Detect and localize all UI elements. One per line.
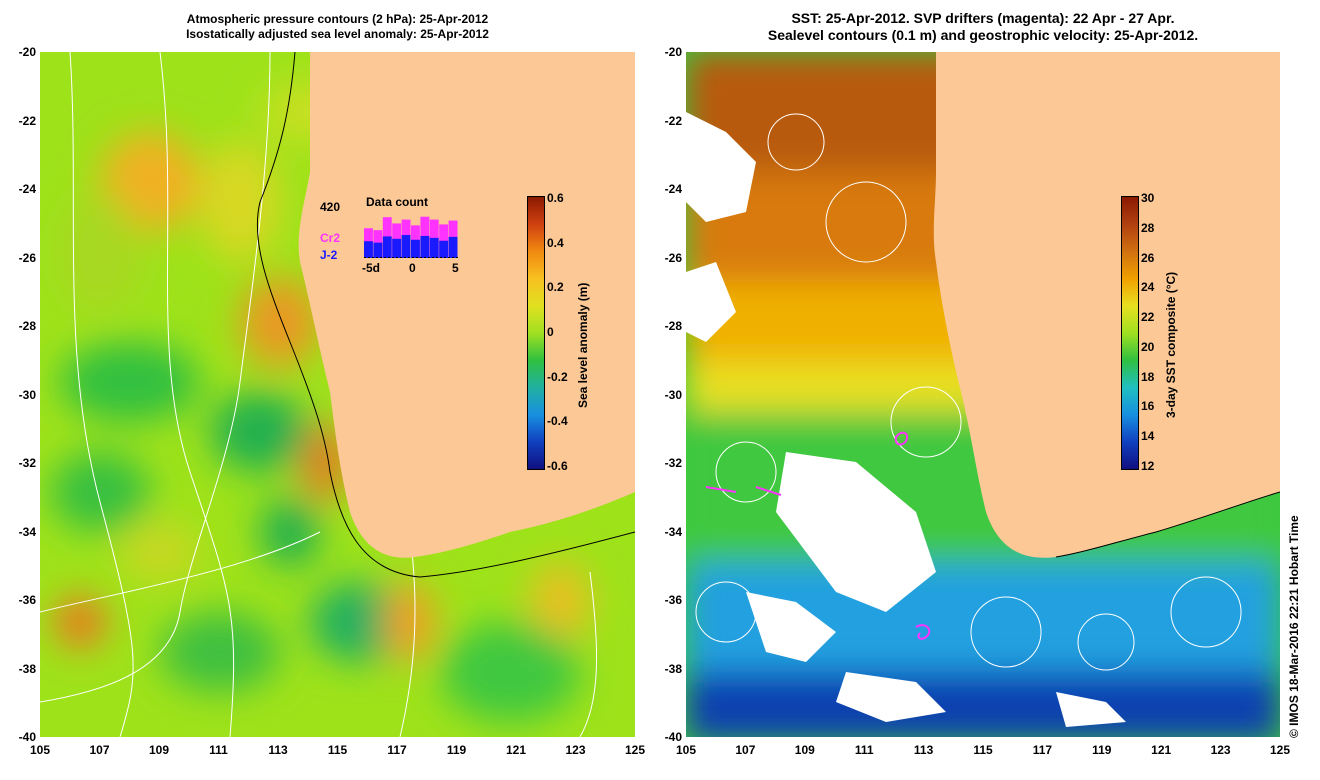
inset-bar-j2 [429, 237, 439, 258]
right-lon-label: 123 [1210, 743, 1231, 757]
inset-bar-j2 [420, 235, 430, 258]
left-lon-label: 115 [327, 743, 348, 757]
right-lon-label: 111 [854, 743, 874, 757]
inset-sat1-label: Cr2 [320, 231, 341, 245]
right-title-line2: Sealevel contours (0.1 m) and geostrophi… [767, 27, 1199, 43]
right-map-title: SST: 25-Apr-2012. SVP drifters (magenta)… [686, 10, 1280, 44]
colorbar-tick-label: 16 [1141, 399, 1155, 414]
inset-bar-chart [364, 216, 458, 258]
right-lat-label: -32 [664, 456, 682, 470]
right-lat-label: -30 [664, 387, 682, 402]
left-lon-label: 119 [446, 743, 467, 757]
colorbar-tick-label: 30 [1141, 191, 1155, 205]
sst-colorbar [1121, 196, 1139, 470]
colorbar-tick-label: 26 [1141, 250, 1155, 265]
left-lon-label: 121 [505, 743, 527, 757]
inset-bar-j2 [401, 234, 411, 258]
colorbar-tick-label: -0.2 [547, 369, 568, 384]
left-lat-label: -40 [18, 730, 36, 744]
left-lon-label: 107 [89, 743, 110, 757]
left-lon-label: 113 [268, 743, 288, 757]
inset-title: Data count [366, 195, 429, 209]
colorbar-tick-label: 24 [1141, 280, 1155, 295]
left-lat-label: -36 [18, 593, 36, 607]
left-lat-label: -22 [18, 113, 36, 128]
inset-bar-j2 [373, 242, 383, 258]
colorbar-tick-label: -0.4 [547, 414, 568, 429]
right-lat-label: -40 [664, 730, 682, 744]
inset-count: 420 [320, 200, 341, 214]
right-lon-label: 125 [1269, 743, 1291, 757]
colorbar-tick-label: 0.6 [547, 191, 564, 205]
right-lon-label: 109 [794, 743, 815, 757]
right-title-line1: SST: 25-Apr-2012. SVP drifters (magenta)… [791, 10, 1175, 26]
inset-bar-j2 [392, 238, 402, 258]
left-lon-label: 109 [148, 743, 170, 757]
colorbar-tick-label: 0 [547, 325, 554, 339]
right-lat-label: -24 [664, 182, 682, 196]
left-map-title: Atmospheric pressure contours (2 hPa): 2… [40, 12, 635, 42]
right-lon-label: 119 [1092, 743, 1112, 757]
right-lon-label: 113 [913, 743, 934, 757]
right-lat-label: -26 [664, 250, 682, 265]
colorbar-tick-label: 14 [1141, 429, 1155, 444]
left-lon-label: 125 [624, 743, 646, 757]
right-lon-label: 107 [735, 743, 756, 757]
right-lon-label: 117 [1032, 743, 1053, 757]
right-lon-label: 105 [675, 743, 697, 757]
colorbar-tick-label: 18 [1141, 369, 1155, 384]
left-title-line1: Atmospheric pressure contours (2 hPa): 2… [186, 12, 489, 26]
left-lat-label: -26 [18, 250, 36, 265]
right-lat-label: -34 [664, 524, 682, 539]
left-lat-label: -38 [18, 661, 36, 676]
inset-x-label: 5 [452, 261, 459, 275]
right-lat-label: -20 [664, 45, 682, 59]
colorbar-tick-label: 20 [1141, 339, 1155, 354]
left-lat-label: -30 [18, 387, 36, 402]
left-lon-label: 123 [565, 743, 586, 757]
sla-colorbar [527, 196, 545, 470]
colorbar-tick-label: -0.6 [547, 459, 568, 473]
right-lat-label: -36 [664, 593, 682, 607]
colorbar-tick-label: 12 [1141, 459, 1155, 473]
colorbar-tick-label: 28 [1141, 220, 1155, 235]
left-lat-label: -20 [18, 45, 36, 59]
sst-map [686, 52, 1280, 737]
right-lon-label: 115 [973, 743, 993, 757]
inset-bar-j2 [364, 241, 373, 258]
right-lon-label: 121 [1151, 743, 1172, 757]
inset-bar-j2 [448, 236, 458, 258]
sla-colorbar-title: Sea level anomaly (m) [576, 282, 590, 408]
inset-bar-j2 [411, 239, 420, 258]
inset-x-label: -5d [362, 261, 380, 275]
sea-level-anomaly-map [40, 52, 635, 737]
right-lat-label: -28 [664, 319, 682, 333]
colorbar-tick-label: 0.2 [547, 280, 564, 295]
right-lat-label: -22 [664, 113, 682, 128]
inset-sat2-label: J-2 [320, 248, 338, 262]
left-title-line2: Isostatically adjusted sea level anomaly… [186, 27, 489, 41]
left-lon-label: 117 [387, 743, 407, 757]
inset-x-label: 0 [409, 261, 416, 275]
credit-text: © IMOS 18-Mar-2016 22:21 Hobart Time [1287, 515, 1301, 738]
left-lat-label: -32 [18, 456, 36, 470]
left-lat-label: -28 [18, 319, 36, 333]
inset-bar-j2 [439, 240, 449, 258]
right-lat-label: -38 [664, 661, 682, 676]
left-lon-label: 111 [209, 743, 228, 757]
left-lat-label: -34 [18, 524, 36, 539]
colorbar-tick-label: 0.4 [547, 235, 564, 250]
left-lat-label: -24 [18, 182, 36, 196]
inset-bar-j2 [382, 236, 392, 258]
left-lon-label: 105 [29, 743, 51, 757]
sst-colorbar-title: 3-day SST composite (°C) [1164, 271, 1178, 418]
colorbar-tick-label: 22 [1141, 310, 1155, 325]
